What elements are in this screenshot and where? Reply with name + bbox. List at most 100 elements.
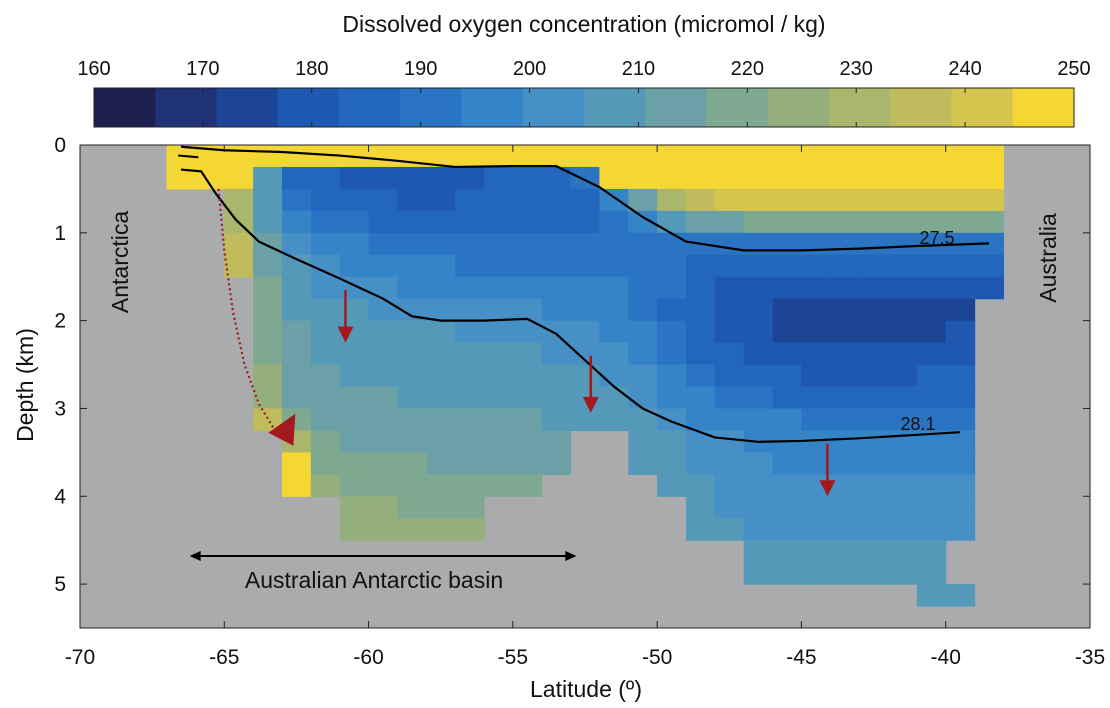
- colorbar-tick-label: 240: [948, 58, 981, 80]
- oxygen-cell: [657, 145, 687, 168]
- oxygen-cell: [599, 342, 629, 366]
- oxygen-cell: [686, 320, 716, 344]
- oxygen-cell: [945, 474, 976, 497]
- oxygen-cell: [512, 320, 543, 344]
- oxygen-cell: [916, 540, 947, 563]
- oxygen-cell: [686, 254, 716, 278]
- oxygen-cell: [945, 145, 976, 168]
- oxygen-cell: [339, 254, 370, 278]
- x-tick-label: -60: [353, 646, 383, 669]
- oxygen-cell: [801, 540, 831, 563]
- oxygen-cell: [426, 430, 456, 453]
- oxygen-cell: [628, 188, 658, 212]
- oxygen-cell: [888, 342, 918, 366]
- oxygen-cell: [368, 188, 399, 212]
- colorbar-tick-label: 190: [404, 58, 437, 80]
- oxygen-cell: [282, 145, 312, 168]
- oxygen-cell: [224, 254, 254, 278]
- oxygen-cell: [253, 188, 283, 212]
- oxygen-cell: [657, 210, 687, 234]
- oxygen-cell: [743, 474, 774, 497]
- oxygen-cell: [657, 232, 687, 256]
- oxygen-cell: [945, 166, 976, 190]
- y-tick-label: 0: [54, 134, 66, 157]
- oxygen-cell: [859, 452, 889, 475]
- colorbar-tick-label: 200: [513, 58, 546, 80]
- oxygen-cell: [310, 364, 341, 388]
- oxygen-cell: [859, 320, 889, 344]
- oxygen-cell: [916, 254, 947, 278]
- oxygen-cell: [801, 254, 831, 278]
- oxygen-cell: [916, 584, 947, 607]
- oxygen-cell: [714, 188, 745, 212]
- oxygen-cell: [743, 518, 774, 541]
- oxygen-cell: [599, 210, 629, 234]
- oxygen-cell: [599, 320, 629, 344]
- bottom-water-path: [217, 188, 275, 429]
- oxygen-cell: [801, 518, 831, 541]
- oxygen-cell: [888, 145, 918, 168]
- oxygen-cell: [714, 408, 745, 432]
- oxygen-cell: [166, 166, 197, 190]
- oxygen-cell: [397, 430, 427, 453]
- oxygen-cell: [512, 364, 543, 388]
- oxygen-cell: [686, 430, 716, 453]
- oxygen-cell: [657, 408, 687, 432]
- oxygen-cell: [830, 430, 860, 453]
- colorbar-swatch: [767, 88, 830, 127]
- oxygen-cell: [859, 166, 889, 190]
- oxygen-cell: [512, 474, 543, 497]
- oxygen-cell: [686, 518, 716, 541]
- oxygen-cell: [570, 210, 601, 234]
- oxygen-cell: [743, 232, 774, 256]
- oxygen-cell: [686, 188, 716, 212]
- oxygen-cell: [657, 188, 687, 212]
- oxygen-cell: [397, 254, 427, 278]
- oxygen-cell: [945, 452, 976, 475]
- oxygen-cell: [743, 166, 774, 190]
- oxygen-cell: [541, 342, 572, 366]
- oxygen-cell: [916, 145, 947, 168]
- oxygen-cell: [484, 166, 514, 190]
- oxygen-cell: [310, 474, 341, 497]
- oxygen-cell: [570, 232, 601, 256]
- oxygen-cell: [310, 342, 341, 366]
- oxygen-cell: [541, 188, 572, 212]
- oxygen-cell: [801, 342, 831, 366]
- oxygen-cell: [628, 232, 658, 256]
- colorbar-swatch: [461, 88, 524, 127]
- oxygen-cell: [801, 232, 831, 256]
- descending-arrow-head: [337, 326, 354, 343]
- oxygen-cell: [397, 166, 427, 190]
- oxygen-cell: [743, 342, 774, 366]
- oxygen-cell: [397, 474, 427, 497]
- oxygen-cell: [455, 408, 485, 432]
- oxygen-cell: [570, 145, 601, 168]
- oxygen-cell: [541, 364, 572, 388]
- oxygen-cell: [310, 320, 341, 344]
- oxygen-cell: [426, 364, 456, 388]
- colorbar-swatch: [522, 88, 585, 127]
- oxygen-cell: [282, 298, 312, 322]
- oxygen-cell: [339, 408, 370, 432]
- oxygen-cell: [368, 254, 399, 278]
- oxygen-cell: [657, 474, 687, 497]
- oxygen-cell: [743, 145, 774, 168]
- oxygen-cell: [888, 276, 918, 300]
- bottom-water-arrowhead: [268, 413, 296, 446]
- oxygen-cell: [628, 276, 658, 300]
- oxygen-cell: [455, 364, 485, 388]
- oxygen-cell: [368, 166, 399, 190]
- oxygen-cell: [368, 452, 399, 475]
- oxygen-cell: [686, 474, 716, 497]
- oxygen-cell: [772, 320, 803, 344]
- oxygen-cell: [455, 166, 485, 190]
- oxygen-cell: [599, 408, 629, 432]
- colorbar-tick-labels: 160 170 180 190 200 210 220 230 240 250: [77, 58, 1090, 80]
- colorbar-tick-label: 210: [622, 58, 655, 80]
- oxygen-cell: [743, 276, 774, 300]
- oxygen-cell: [945, 364, 976, 388]
- colorbar-tick-label: 160: [77, 58, 110, 80]
- oxygen-cell: [772, 562, 803, 585]
